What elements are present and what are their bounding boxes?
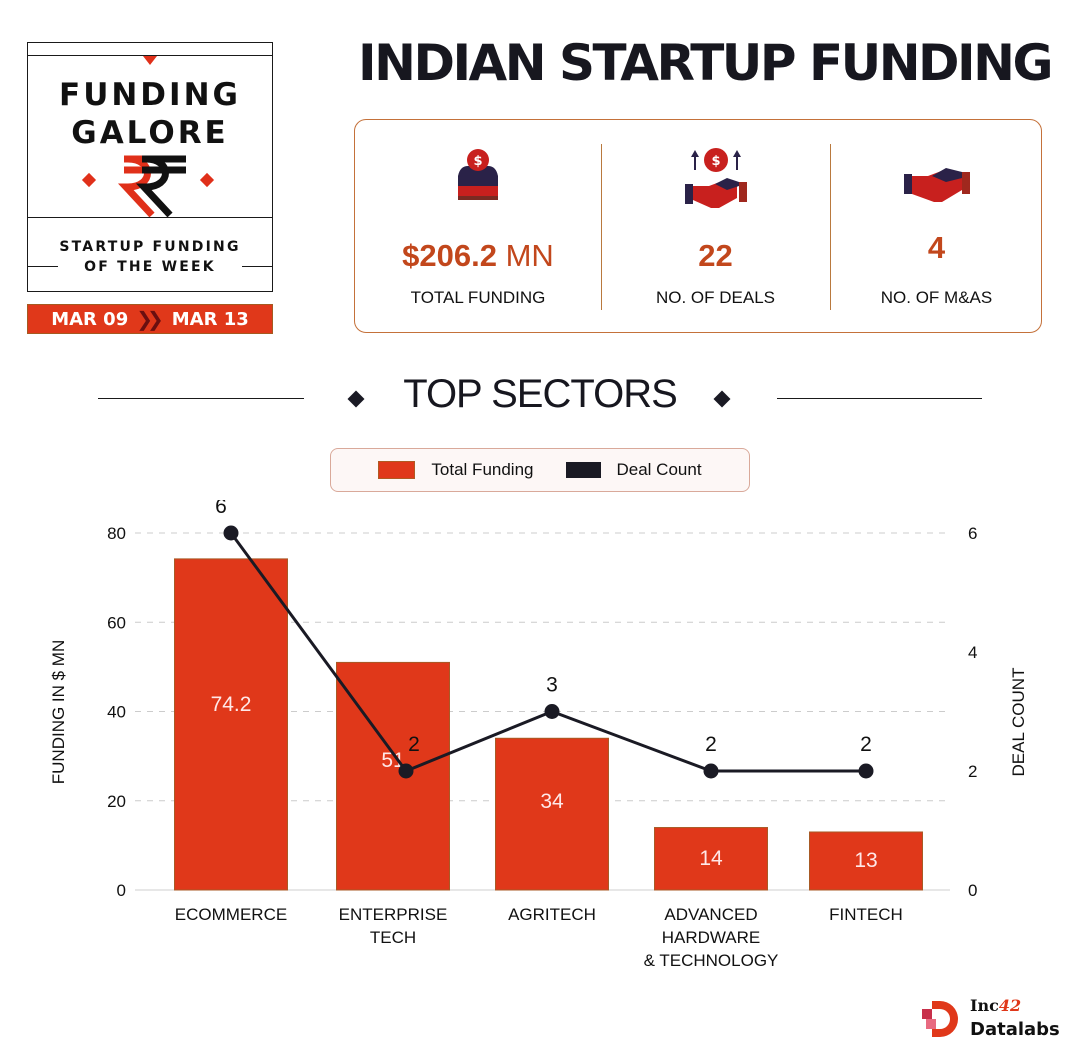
stats-card: $ $206.2 MN TOTAL FUNDING $ 22 NO. OF DE… [354,119,1042,333]
mergers-label: NO. OF M&AS [880,288,993,307]
total-funding-value: $206.2 MN [402,238,554,273]
y2-tick-label: 2 [968,762,977,781]
triangle-marker-icon [143,56,157,65]
legend-swatch-line-icon [565,462,601,478]
bar-value-label: 13 [854,849,877,872]
bar [809,831,923,891]
line-point [223,525,239,541]
rupee-icon [28,153,272,218]
stat-deals: $ 22 NO. OF DEALS [601,120,830,332]
bar-value-label: 14 [699,847,723,870]
line-value-label: 2 [860,733,872,756]
handshake-coin-icon: $ [601,146,830,216]
y-tick-label: 0 [117,881,126,900]
line-point [544,704,560,719]
x-tick-label: HARDWARE [662,928,761,947]
y-tick-label: 40 [107,703,126,722]
y2-tick-label: 4 [968,643,977,662]
chart-plot: 0 20 40 60 80 0 2 4 6 FUNDING IN $ MN DEAL COUNT 74… [49,495,1028,970]
deal-count-line [229,532,866,773]
svg-text:$: $ [473,154,482,169]
date-start: MAR 09 [51,308,129,330]
bar-value-label: 51 [381,749,404,772]
line-point [398,763,414,779]
bar-value-label: 74.2 [211,693,252,716]
x-tick-label: FINTECH [829,905,903,924]
page-title: INDIAN STARTUP FUNDING [358,34,1054,92]
divider [777,398,982,399]
bar [336,661,450,891]
stat-mergers: 4 NO. OF M&AS [830,120,1043,332]
badge-title-line1: FUNDING [59,77,241,113]
section-title: TOP SECTORS [403,372,678,416]
divider [28,217,272,218]
stat-total-funding: $ $206.2 MN TOTAL FUNDING [355,120,601,332]
line-value-label: 6 [215,500,227,518]
line-value-label: 3 [546,674,558,697]
total-funding-label: TOTAL FUNDING [410,288,546,307]
y-axis-title: FUNDING IN $ MN [49,640,68,785]
date-range-bar: MAR 09 ❯❯ MAR 13 [27,304,273,334]
bar [174,558,288,891]
logo-line2: Datalabs [970,1019,1060,1040]
divider [28,266,58,267]
divider [98,398,304,399]
y-tick-label: 60 [107,613,126,632]
x-tick-label: ADVANCED [664,905,757,924]
x-tick-label: TECH [370,928,416,947]
badge-subtitle-line2: OF THE WEEK [84,259,216,275]
mergers-value: 4 [927,230,946,265]
x-tick-label: ECOMMERCE [175,905,287,924]
y2-axis-title: DEAL COUNT [1009,668,1028,777]
legend-item-deal-count: Deal Count [565,460,702,480]
line-value-label: 2 [408,733,420,756]
y-tick-label: 80 [107,524,126,543]
legend-swatch-bar-icon [378,461,416,479]
x-tick-label: ENTERPRISE [339,905,448,924]
line-point [858,763,874,779]
handshake-icon [830,146,1043,216]
legend-item-total-funding: Total Funding [378,460,534,480]
x-tick-label: AGRITECH [508,905,596,924]
bar [495,737,609,891]
x-tick-label: & TECHNOLOGY [644,951,779,970]
bar [654,827,768,891]
money-box-icon: $ [355,146,601,216]
inc42-datalabs-logo-icon [920,998,960,1040]
svg-text:$: $ [711,154,720,169]
line-value-label: 2 [705,733,717,756]
line-point [703,763,719,779]
funding-galore-badge: FUNDING GALORE STARTUP FUNDING OF THE WE… [27,42,273,292]
divider [601,144,602,310]
divider [28,55,272,56]
bar-value-label: 34 [540,790,564,813]
divider [242,266,272,267]
divider [830,144,831,310]
y2-tick-label: 6 [968,524,977,543]
chart-legend: Total Funding Deal Count [330,448,750,492]
badge-subtitle-line1: STARTUP FUNDING [59,239,241,255]
date-end: MAR 13 [171,308,249,330]
combo-chart: 0 20 40 60 80 0 2 4 6 FUNDING IN $ MN DEAL COUNT 74… [0,495,1080,980]
logo-line1: Inc42 [970,996,1022,1015]
badge-title-line2: GALORE [71,115,229,151]
double-chevron-right-icon: ❯❯ [136,307,163,331]
y2-tick-label: 0 [968,881,977,900]
deals-label: NO. OF DEALS [655,288,776,307]
y-tick-label: 20 [107,792,126,811]
deals-value: 22 [698,238,733,273]
